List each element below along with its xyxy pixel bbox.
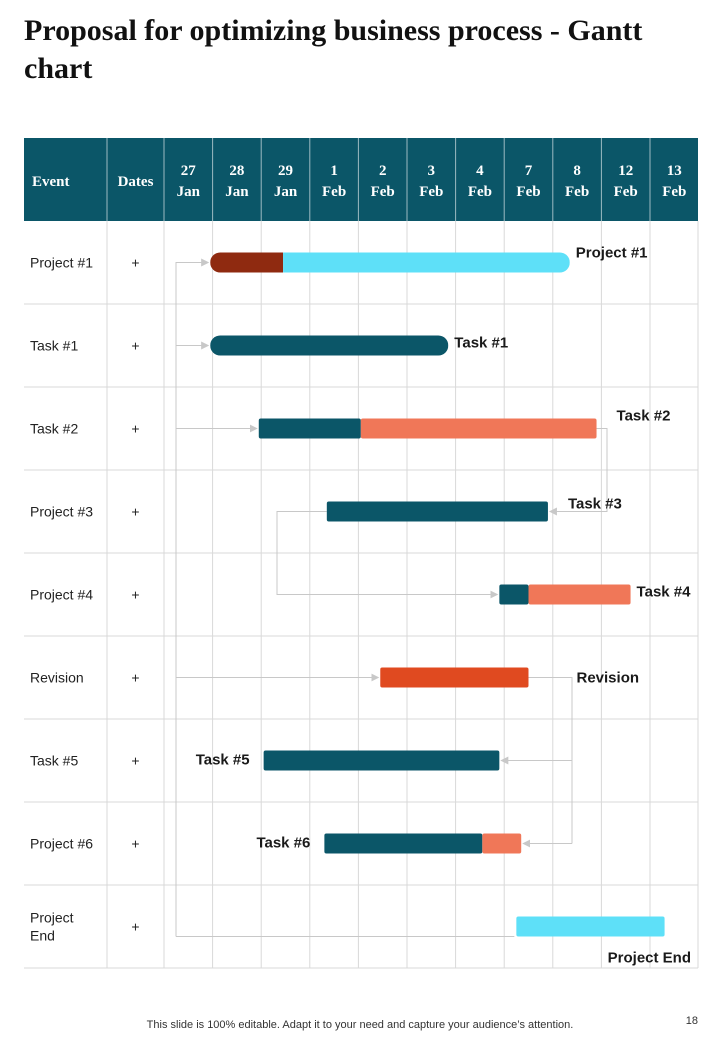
date-tick-day: 13 <box>667 163 682 179</box>
header-background <box>24 138 698 221</box>
bar-label: Task #2 <box>617 408 671 425</box>
date-tick-month: Feb <box>516 184 540 200</box>
bar-group <box>210 335 449 356</box>
row-dates-plus: + <box>131 919 139 935</box>
bar-segment <box>283 252 570 273</box>
dependency-arrow <box>548 428 608 516</box>
date-tick-day: 27 <box>181 163 197 179</box>
bar-segment <box>326 501 548 522</box>
date-tick-day: 28 <box>229 163 244 179</box>
row-dates-plus: + <box>131 421 139 437</box>
dependency-arrow <box>175 258 210 937</box>
date-tick-month: Jan <box>177 184 201 200</box>
row-dates-plus: + <box>131 836 139 852</box>
row-event-label: Project #6 <box>30 836 93 852</box>
bar-label: Task #5 <box>196 752 250 769</box>
date-tick-day: 2 <box>379 163 387 179</box>
row-event-label: End <box>30 928 55 944</box>
row-event-label: Task #5 <box>30 753 78 769</box>
bar-label: Project End <box>608 950 691 967</box>
bar-labels: Project #1 Task #1 Task #2 Task #3 Task #4 Re… <box>196 245 691 967</box>
bar-segment <box>482 833 522 854</box>
date-tick-month: Feb <box>565 184 589 200</box>
bar-label: Project #1 <box>576 245 648 262</box>
gantt-bars <box>210 252 665 937</box>
dependency-connectors <box>175 258 608 937</box>
bar-segment <box>528 584 631 605</box>
date-tick-day: 1 <box>330 163 338 179</box>
bar-label: Task #4 <box>637 584 692 601</box>
dependency-arrow <box>276 511 499 599</box>
page-title: Proposal for optimizing business process… <box>24 14 643 85</box>
date-tick-month: Feb <box>371 184 395 200</box>
header-row: Event Dates 27 Jan 28 Jan 29 Jan 1 Feb 2 Feb 3 Feb 4 Fe… <box>24 138 698 221</box>
bar-segment <box>210 335 449 356</box>
bar-group <box>210 252 570 273</box>
date-tick-day: 3 <box>428 163 436 179</box>
bar-segment <box>380 667 529 688</box>
row-event-label: Project #3 <box>30 504 93 520</box>
footer-note: This slide is 100% editable. Adapt it to… <box>146 1019 574 1031</box>
header-dates-label: Dates <box>118 174 154 190</box>
date-tick-day: 12 <box>618 163 633 179</box>
bar-segment <box>360 418 597 439</box>
row-dates-plus: + <box>131 338 139 354</box>
bar-segment <box>258 418 361 439</box>
row-dates-plus: + <box>131 504 139 520</box>
date-tick-day: 29 <box>278 163 293 179</box>
row-event-label: Project #1 <box>30 255 93 271</box>
row-event-label: Task #2 <box>30 421 78 437</box>
row-dates-plus: + <box>131 587 139 603</box>
bar-segment <box>210 252 284 273</box>
bar-label: Task #6 <box>256 835 310 852</box>
date-tick-day: 4 <box>476 163 484 179</box>
bar-label: Task #3 <box>568 496 622 513</box>
row-event-label: Project #4 <box>30 587 93 603</box>
row-dates-plus: + <box>131 753 139 769</box>
bar-label: Task #1 <box>454 335 508 352</box>
row-event-label: Task #1 <box>30 338 78 354</box>
date-tick-month: Feb <box>322 184 346 200</box>
event-rows: Project #1 + Task #1 + Task #2 + Project #3 + Pr… <box>30 255 140 944</box>
bar-segment <box>324 833 483 854</box>
date-tick-day: 7 <box>525 163 533 179</box>
header-event-label: Event <box>32 174 70 190</box>
date-tick-month: Feb <box>468 184 492 200</box>
bar-label: Revision <box>577 670 640 687</box>
date-tick-month: Feb <box>614 184 638 200</box>
row-event-label: Revision <box>30 670 84 686</box>
dependency-arrow <box>528 677 573 844</box>
bar-segment <box>499 584 529 605</box>
date-tick-month: Jan <box>274 184 298 200</box>
row-dates-plus: + <box>131 255 139 271</box>
bar-segment <box>516 916 665 937</box>
row-dates-plus: + <box>131 670 139 686</box>
date-tick-month: Feb <box>419 184 443 200</box>
date-tick-day: 8 <box>573 163 581 179</box>
date-tick-month: Jan <box>225 184 249 200</box>
page-number: 18 <box>685 1015 698 1027</box>
date-tick-month: Feb <box>662 184 686 200</box>
bar-segment <box>263 750 500 771</box>
row-event-label: Project <box>30 910 74 926</box>
